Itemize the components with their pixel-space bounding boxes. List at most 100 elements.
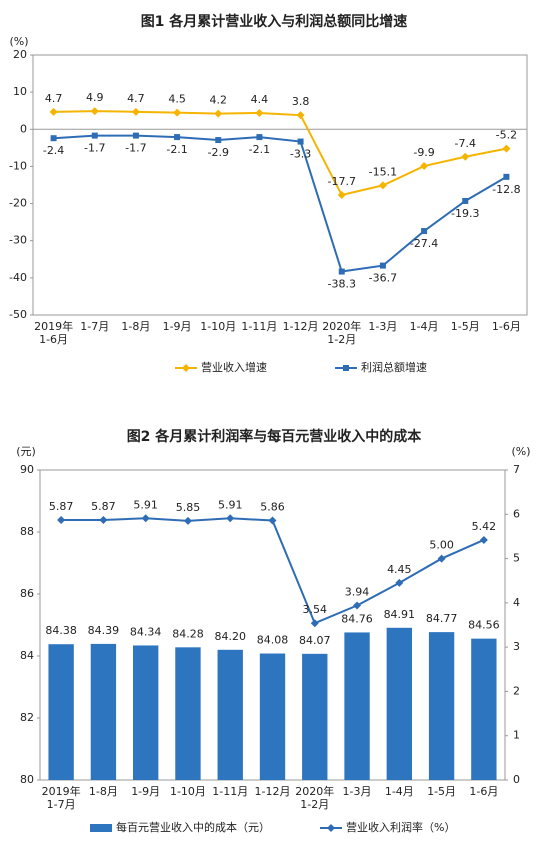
data-label: 4.45 (387, 563, 412, 576)
data-label: 5.42 (472, 520, 497, 533)
legend-swatch (90, 824, 112, 832)
point (379, 262, 386, 269)
legend-marker (343, 365, 349, 371)
data-label: 4.4 (251, 93, 269, 106)
y-tick-label: -40 (9, 271, 27, 284)
x-tick-label: 1-12月 (283, 320, 319, 333)
point (421, 228, 428, 235)
data-label: 84.56 (468, 619, 500, 632)
data-label: -9.9 (413, 146, 434, 159)
data-label: 84.39 (88, 624, 120, 637)
x-tick-label: 1-12月 (255, 785, 291, 798)
data-label: -12.8 (492, 183, 520, 196)
y2-tick-label: 0 (513, 773, 520, 786)
point (141, 514, 150, 523)
x-tick-label: 1-10月 (170, 785, 206, 798)
data-label: -15.1 (369, 165, 397, 178)
y-tick-label: 90 (20, 463, 34, 476)
data-label: -17.7 (328, 175, 356, 188)
point (131, 107, 140, 116)
legend-label: 营业收入利润率（%） (346, 820, 455, 834)
y-tick-label: 10 (13, 85, 27, 98)
y-axis-unit: (%) (9, 35, 28, 48)
y-tick-label: 86 (20, 587, 34, 600)
point (215, 137, 222, 144)
point (479, 535, 488, 544)
x-tick-label: 2020年 1-2月 (295, 784, 334, 811)
point (256, 134, 263, 141)
y-tick-label: 80 (20, 773, 34, 786)
point (420, 162, 429, 171)
point (297, 138, 304, 145)
x-tick-label: 2020年 1-2月 (322, 319, 361, 346)
y-tick-label: 88 (20, 525, 34, 538)
y2-tick-label: 4 (513, 596, 520, 609)
x-tick-label: 2019年 1-6月 (34, 319, 73, 346)
data-label: -1.7 (125, 142, 146, 155)
data-label: 84.38 (45, 624, 77, 637)
x-tick-label: 1-7月 (80, 320, 109, 333)
y-tick-label: 82 (20, 711, 34, 724)
legend-label: 每百元营业收入中的成本（元） (116, 820, 270, 834)
data-label: -7.4 (455, 137, 476, 150)
data-label: 84.28 (172, 627, 204, 640)
data-label: 4.2 (210, 94, 228, 107)
data-label: -27.4 (410, 237, 438, 250)
bar (90, 643, 117, 780)
data-label: 84.76 (341, 612, 373, 625)
data-label: -36.7 (369, 272, 397, 285)
legend-marker (327, 824, 335, 832)
data-label: -5.2 (496, 129, 517, 142)
plot-frame (32, 54, 528, 316)
x-tick-label: 1-6月 (469, 785, 498, 798)
chart-title: 图1 各月累计营业收入与利润总额同比增速 (141, 13, 408, 30)
data-label: 3.54 (303, 603, 328, 616)
point (91, 132, 98, 139)
point (337, 191, 346, 200)
bar (133, 645, 159, 780)
point (310, 619, 319, 628)
point (461, 152, 470, 161)
data-label: -3.3 (290, 148, 311, 161)
x-tick-label: 2019年 1-7月 (42, 784, 81, 811)
x-tick-label: 1-3月 (343, 785, 372, 798)
data-label: 84.34 (130, 625, 162, 638)
bar (217, 649, 243, 780)
data-label: 4.7 (45, 92, 63, 105)
data-label: 5.87 (49, 500, 74, 513)
data-label: -19.3 (451, 207, 479, 220)
data-label: 5.91 (218, 498, 243, 511)
data-label: 4.5 (168, 93, 186, 106)
data-label: 5.86 (260, 500, 285, 513)
point (132, 132, 139, 139)
bar (386, 627, 412, 780)
y2-axis-unit: (%) (511, 445, 530, 458)
data-label: 5.87 (91, 500, 116, 513)
point (502, 144, 511, 153)
x-tick-label: 1-6月 (492, 320, 521, 333)
point (90, 107, 99, 116)
y-tick-label: -30 (9, 234, 27, 247)
y-tick-label: 20 (13, 48, 27, 61)
point (57, 516, 66, 525)
data-label: 84.20 (214, 630, 246, 643)
point (338, 268, 345, 275)
y-axis-unit: (元) (16, 445, 36, 458)
data-label: 84.08 (257, 634, 289, 647)
point (503, 173, 510, 180)
data-label: 4.9 (86, 91, 104, 104)
y2-tick-label: 3 (513, 640, 520, 653)
point (99, 516, 108, 525)
x-tick-label: 1-4月 (410, 320, 439, 333)
x-tick-label: 1-9月 (163, 320, 192, 333)
y2-tick-label: 2 (513, 684, 520, 697)
data-label: 5.91 (133, 498, 158, 511)
bar (48, 644, 74, 780)
series-line (53, 134, 507, 273)
data-label: 3.8 (292, 95, 310, 108)
y-tick-label: -10 (9, 159, 27, 172)
data-label: 5.00 (429, 539, 454, 552)
point (183, 516, 192, 525)
point (50, 135, 57, 142)
x-tick-label: 1-10月 (200, 320, 236, 333)
